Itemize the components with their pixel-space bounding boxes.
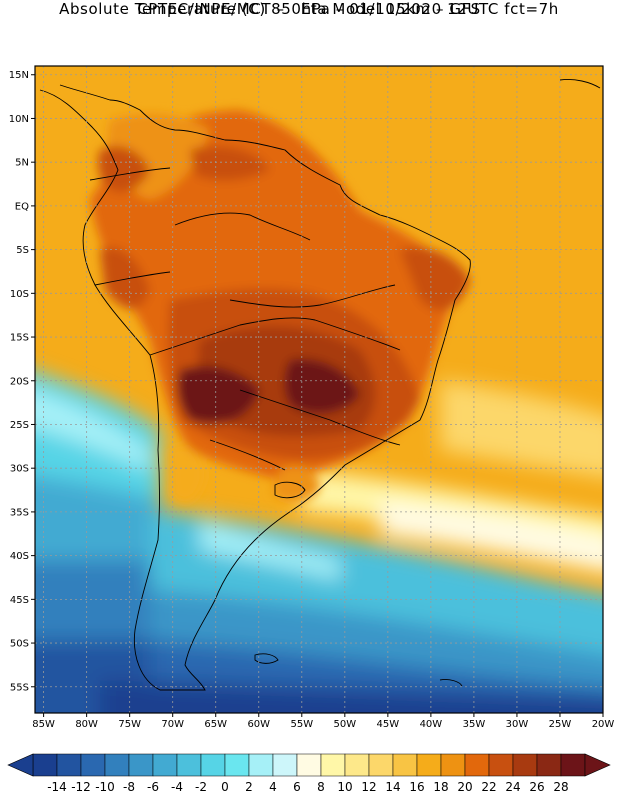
colorbar-swatch bbox=[536, 753, 562, 777]
colorbar-swatch bbox=[440, 753, 466, 777]
colorbar-swatch bbox=[248, 753, 274, 777]
colorbar-tick-label: 10 bbox=[337, 780, 352, 794]
lat-label: EQ bbox=[15, 201, 29, 212]
colorbar-swatch bbox=[80, 753, 106, 777]
colorbar-swatch bbox=[152, 753, 178, 777]
colorbar-tick-label: 12 bbox=[361, 780, 376, 794]
lon-label: 35W bbox=[463, 719, 486, 730]
lat-label: 10N bbox=[9, 114, 29, 125]
lon-label: 65W bbox=[204, 719, 227, 730]
longitude-labels: 85W 80W 75W 70W 65W 60W 55W 50W 45W 40W 35W 30W 25W 2… bbox=[32, 719, 614, 730]
lon-label: 25W bbox=[549, 719, 572, 730]
colorbar-swatch bbox=[56, 753, 82, 777]
map-frame bbox=[34, 65, 604, 714]
lat-label: 10S bbox=[10, 289, 29, 300]
lon-label: 80W bbox=[75, 719, 98, 730]
lat-label: 15N bbox=[9, 70, 29, 81]
lon-label: 30W bbox=[506, 719, 529, 730]
coastlines bbox=[39, 79, 601, 691]
lon-label: 45W bbox=[377, 719, 400, 730]
colorbar-swatch bbox=[32, 753, 58, 777]
colorbar-swatch bbox=[200, 753, 226, 777]
colorbar-tick-label: 18 bbox=[433, 780, 448, 794]
temperature-field bbox=[35, 66, 603, 713]
colorbar-labels: -14 -12 -10 -8 -6 -4 -2 0 2 4 6 8 10 12 14 16 18 20 22 24 26… bbox=[47, 780, 568, 794]
colorbar-swatch bbox=[488, 753, 514, 777]
colorbar-tick-label: -12 bbox=[71, 780, 91, 794]
lat-label: 25S bbox=[10, 420, 29, 431]
colorbar-tick-label: 8 bbox=[317, 780, 325, 794]
lon-label: 75W bbox=[118, 719, 141, 730]
lon-label: 70W bbox=[161, 719, 184, 730]
lon-label: 50W bbox=[334, 719, 357, 730]
latitude-labels: 15N 10N 5N EQ 5S 10S 15S 20S 25S 30S 35S 40S 45S 50S 5… bbox=[9, 70, 29, 693]
lat-label: 35S bbox=[10, 507, 29, 518]
right-arrow-icon bbox=[584, 753, 611, 777]
colorbar-tick-label: 16 bbox=[409, 780, 424, 794]
lat-label: 50S bbox=[10, 639, 29, 650]
colorbar-tick-label: 6 bbox=[293, 780, 301, 794]
colorbar-tick-label: -14 bbox=[47, 780, 67, 794]
lon-label: 40W bbox=[420, 719, 443, 730]
lat-label: 55S bbox=[10, 682, 29, 693]
colorbar-tick-label: 28 bbox=[553, 780, 568, 794]
colorbar-tick-label: 0 bbox=[221, 780, 229, 794]
colorbar-tick-label: 26 bbox=[529, 780, 544, 794]
colorbar-tick-label: 22 bbox=[481, 780, 496, 794]
colorbar-swatch bbox=[392, 753, 418, 777]
colorbar-swatch bbox=[560, 753, 586, 777]
lat-label: 5N bbox=[15, 158, 29, 169]
lat-label: 40S bbox=[10, 551, 29, 562]
colorbar-swatch bbox=[224, 753, 250, 777]
colorbar-tick-label: 14 bbox=[385, 780, 400, 794]
colorbar-tick-label: 2 bbox=[245, 780, 253, 794]
colorbar-tick-label: 20 bbox=[457, 780, 472, 794]
colorbar-swatch bbox=[344, 753, 370, 777]
colorbar-swatch bbox=[320, 753, 346, 777]
colorbar-swatch bbox=[512, 753, 538, 777]
colorbar-swatches bbox=[32, 753, 586, 777]
colorbar-tick-label: -2 bbox=[195, 780, 207, 794]
lon-label: 55W bbox=[290, 719, 313, 730]
colorbar-tick-label: 4 bbox=[269, 780, 277, 794]
colorbar-tick-label: -6 bbox=[147, 780, 159, 794]
lat-label: 45S bbox=[10, 595, 29, 606]
lat-label: 5S bbox=[16, 245, 29, 256]
lon-label: 20W bbox=[592, 719, 615, 730]
colorbar-tick-label: -4 bbox=[171, 780, 183, 794]
colorbar-swatch bbox=[176, 753, 202, 777]
colorbar: -14 -12 -10 -8 -6 -4 -2 0 2 4 6 8 10 12 14 16 18 20 22 24 26… bbox=[7, 753, 611, 794]
map-title-line-1: CPTEC/INPE/MCT – Eta Model 15km – GFS bbox=[137, 0, 481, 18]
lon-label: 85W bbox=[32, 719, 55, 730]
colorbar-swatch bbox=[296, 753, 322, 777]
lat-label: 20S bbox=[10, 376, 29, 387]
colorbar-swatch bbox=[128, 753, 154, 777]
colorbar-tick-label: 24 bbox=[505, 780, 520, 794]
colorbar-swatch bbox=[272, 753, 298, 777]
temperature-map: 15N 10N 5N EQ 5S 10S 15S 20S 25S 30S 35S 40S 45S 50S 5… bbox=[9, 65, 614, 730]
axis-ticks bbox=[31, 74, 604, 717]
colorbar-tick-label: -8 bbox=[123, 780, 135, 794]
lon-label: 60W bbox=[247, 719, 270, 730]
map-title-line-2: Absolute Temperature (C) 850hPa – 01/10/… bbox=[59, 0, 559, 18]
left-arrow-icon bbox=[7, 753, 34, 777]
colorbar-swatch bbox=[104, 753, 130, 777]
colorbar-swatch bbox=[464, 753, 490, 777]
colorbar-swatch bbox=[416, 753, 442, 777]
colorbar-swatch bbox=[368, 753, 394, 777]
lat-label: 30S bbox=[10, 464, 29, 475]
lat-label: 15S bbox=[10, 333, 29, 344]
colorbar-tick-label: -10 bbox=[95, 780, 115, 794]
